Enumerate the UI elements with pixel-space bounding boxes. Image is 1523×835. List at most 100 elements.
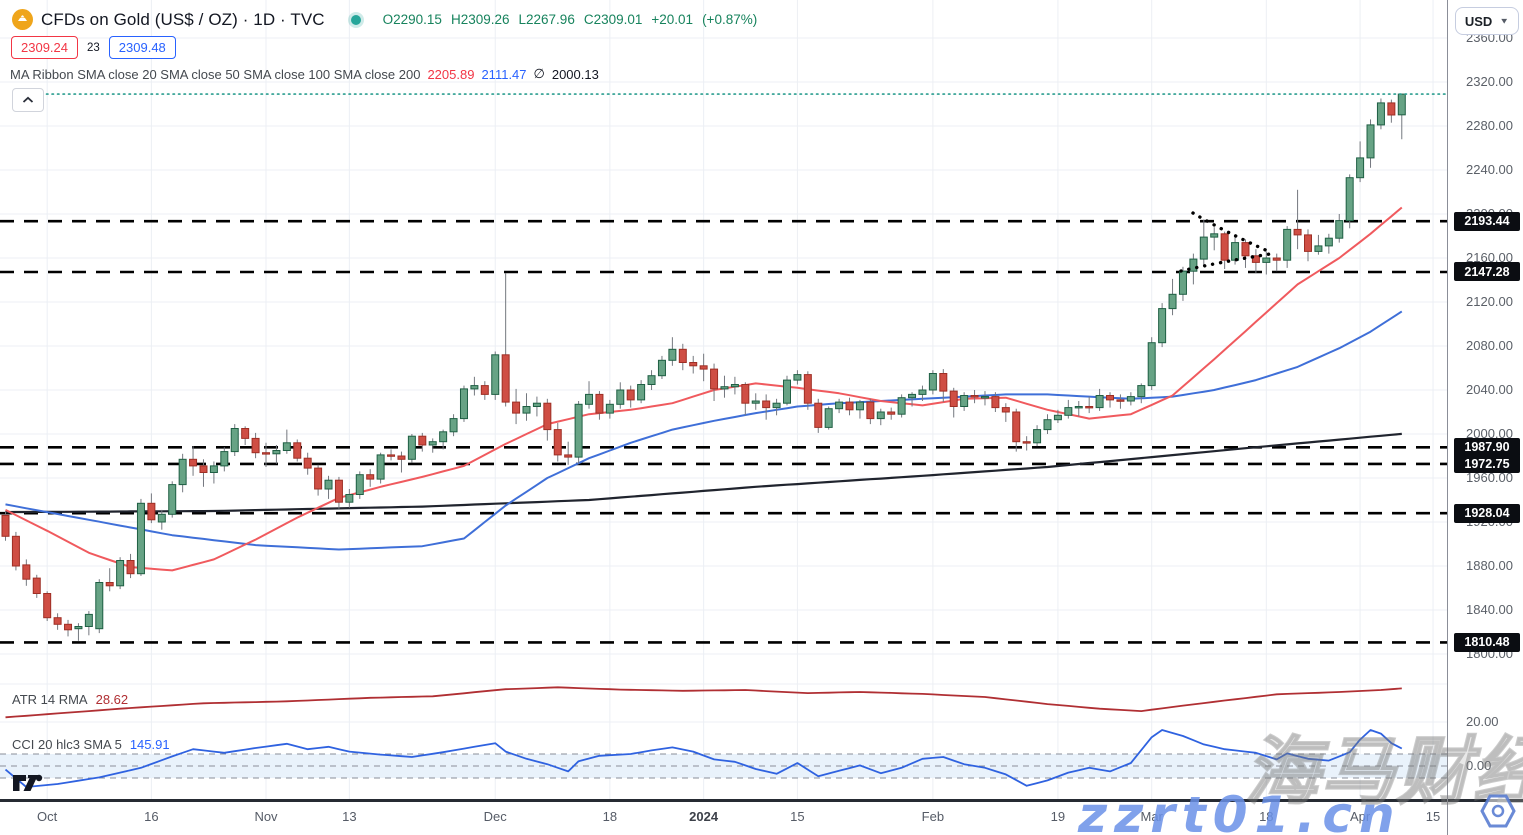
atr-label: ATR 14 RMA <box>12 692 88 707</box>
candle-body <box>407 435 416 460</box>
candle-body <box>491 354 500 395</box>
candle-body <box>1324 237 1333 247</box>
candle-body <box>980 396 989 399</box>
price-tick-label: 2160.00 <box>1466 250 1513 265</box>
candle-body <box>1251 255 1260 263</box>
candle-body <box>324 479 333 490</box>
currency-dropdown[interactable]: USD ▼ <box>1455 7 1519 35</box>
candle-body <box>616 389 625 405</box>
candle-body <box>824 408 833 428</box>
candle-body <box>720 386 729 390</box>
time-tick-label: Mar <box>1140 809 1163 824</box>
atr-tick-label: 20.00 <box>1466 714 1499 729</box>
candle-body <box>887 411 896 415</box>
candle-body <box>553 429 562 456</box>
candle-body <box>1199 236 1208 260</box>
atr-indicator-legend[interactable]: ATR 14 RMA 28.62 <box>12 692 128 707</box>
candle-body <box>1043 419 1052 431</box>
time-tick-label: Nov <box>254 809 278 824</box>
candle-body <box>32 577 41 594</box>
sma20-value: 2205.89 <box>427 66 475 82</box>
candle-body <box>293 442 302 459</box>
price-level-badge: 1810.48 <box>1454 632 1520 652</box>
candle-body <box>241 428 250 439</box>
candle-body <box>1064 407 1073 416</box>
candle-body <box>949 390 958 408</box>
candle-body <box>1095 395 1104 409</box>
candle-body <box>543 402 552 431</box>
candle-body <box>908 393 917 399</box>
candle-body <box>282 442 291 451</box>
price-level-badge: 2193.44 <box>1454 211 1520 231</box>
candle-body <box>262 452 270 455</box>
candle-body <box>1178 270 1187 295</box>
candle-body <box>251 437 260 454</box>
candle-body <box>1293 228 1302 236</box>
candle-body <box>314 467 323 490</box>
atr-value: 28.62 <box>95 692 129 707</box>
price-tick-label: 1880.00 <box>1466 558 1513 573</box>
open-value: O2290.15 <box>382 12 442 27</box>
time-axis[interactable]: Oct 16 Nov 13 Dec 18 2024 15 Feb 19 Mar 18 Apr 15 <box>0 800 1523 835</box>
time-tick-label: 2024 <box>689 809 719 824</box>
bid-button[interactable]: 2309.24 <box>11 36 78 59</box>
close-value: C2309.01 <box>583 12 643 27</box>
change-percent: (+0.87%) <box>702 12 758 27</box>
candle-body <box>960 395 969 407</box>
candle-body <box>53 617 62 625</box>
candle-body <box>585 393 594 405</box>
candle-body <box>512 401 521 414</box>
chevron-down-icon: ▼ <box>1499 16 1510 26</box>
cci-tick-label: 0.00 <box>1466 758 1492 773</box>
ma-ribbon-legend[interactable]: MA Ribbon SMA close 20 SMA close 50 SMA … <box>10 66 599 82</box>
ask-button[interactable]: 2309.48 <box>108 36 176 59</box>
symbol-legend-row[interactable]: CFDs on Gold (US$ / OZ) · 1D · TVC O2290… <box>12 9 757 30</box>
candle-body <box>564 454 573 458</box>
candle-body <box>1137 385 1146 398</box>
collapse-legend-button[interactable] <box>12 88 44 112</box>
time-tick-label: 16 <box>144 809 159 824</box>
high-value: H2309.26 <box>450 12 510 27</box>
candle-body <box>136 502 145 575</box>
price-tick-label: 1840.00 <box>1466 602 1513 617</box>
candle-body <box>345 494 354 503</box>
candle-body <box>928 373 937 391</box>
candle-body <box>272 450 281 455</box>
candle-body <box>1387 102 1396 116</box>
market-status-dot-icon[interactable] <box>350 14 361 25</box>
candle-body <box>84 613 93 628</box>
cci-indicator-legend[interactable]: CCI 20 hlc3 SMA 5 145.91 <box>12 737 170 752</box>
price-tick-label: 2040.00 <box>1466 382 1513 397</box>
price-tick-label: 2080.00 <box>1466 338 1513 353</box>
tradingview-logo[interactable] <box>12 769 48 802</box>
candle-body <box>689 362 698 367</box>
cci-label: CCI 20 hlc3 SMA 5 <box>12 737 122 752</box>
ma-ribbon-label: MA Ribbon SMA close 20 SMA close 50 SMA … <box>10 66 421 82</box>
candle-body <box>116 560 125 587</box>
candle-body <box>1074 406 1083 409</box>
average-icon: ∅ <box>533 66 545 81</box>
pennant-drawing <box>1191 211 1272 254</box>
candle-body <box>793 374 802 381</box>
price-axis[interactable]: 2360.002320.002280.002240.002200.002160.… <box>1447 0 1523 800</box>
chevron-up-icon <box>22 96 34 103</box>
candle-body <box>209 465 218 473</box>
time-axis-separator[interactable] <box>0 799 1523 802</box>
candle-body <box>772 402 781 409</box>
candle-body <box>710 368 719 390</box>
candle-body <box>1168 293 1177 310</box>
candle-body <box>501 354 510 403</box>
candle-body <box>991 396 1000 409</box>
candle-body <box>1314 245 1323 252</box>
candle-body <box>1397 93 1406 116</box>
candle-body <box>168 484 177 515</box>
candle-body <box>876 411 885 420</box>
time-tick-label: Oct <box>37 809 58 824</box>
candle-body <box>1012 411 1021 443</box>
candle-body <box>1001 407 1010 413</box>
price-level-badge: 1987.90 <box>1454 437 1520 457</box>
time-tick-label: 18 <box>602 809 618 824</box>
price-tick-label: 2000.00 <box>1466 426 1513 441</box>
